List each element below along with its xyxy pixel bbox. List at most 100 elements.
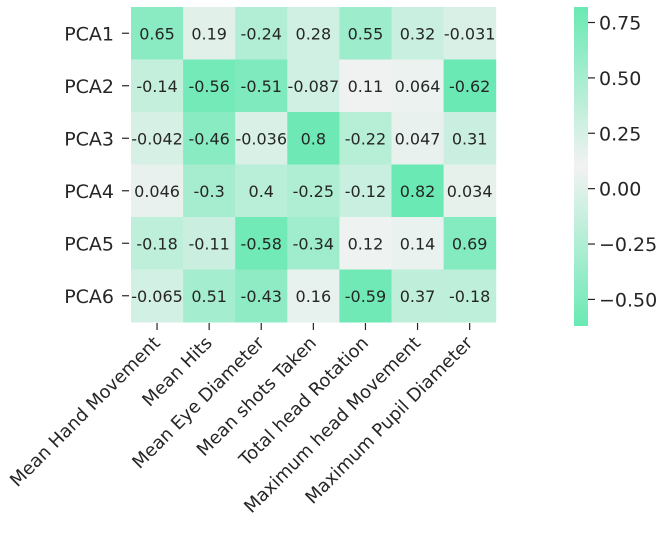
cell-value-label: -0.62 <box>449 77 490 96</box>
colorbar-tick-label: 0.00 <box>599 179 641 201</box>
heatmap-cell <box>339 269 392 323</box>
cell-value-label: -0.065 <box>131 287 183 306</box>
heatmap-cell <box>235 7 288 60</box>
row-label: PCA2 <box>64 76 114 98</box>
heatmap-cell <box>391 164 445 218</box>
colorbar: 0.75 0.50 0.25 0.00 −0.25 −0.50 <box>574 7 657 326</box>
cell-value-label: 0.4 <box>249 182 274 201</box>
heatmap-cell <box>287 112 340 165</box>
heatmap-cell <box>183 217 236 270</box>
cell-value-label: 0.046 <box>134 182 180 201</box>
cell-value-label: -0.031 <box>444 24 496 43</box>
colorbar-tick-label: 0.75 <box>599 13 641 35</box>
heatmap-cell <box>391 7 445 60</box>
heatmap-cell <box>235 112 288 165</box>
cell-value-label: 0.19 <box>191 24 227 43</box>
cell-value-label: -0.34 <box>293 234 334 253</box>
cell-value-label: 0.064 <box>395 77 441 96</box>
cell-value-label: -0.25 <box>293 182 334 201</box>
cell-value-label: -0.59 <box>345 287 386 306</box>
cell-value-label: -0.56 <box>188 77 229 96</box>
heatmap-cell <box>443 164 497 218</box>
heatmap-cell <box>339 217 392 270</box>
heatmap-cell <box>391 59 445 113</box>
row-label: PCA5 <box>64 233 114 255</box>
row-label: PCA6 <box>64 286 114 308</box>
heatmap-cell <box>339 164 392 218</box>
cell-value-label: 0.16 <box>296 287 332 306</box>
heatmap-cell <box>339 59 392 113</box>
heatmap-cell <box>235 59 288 113</box>
cell-value-label: -0.12 <box>345 182 386 201</box>
row-label: PCA1 <box>64 23 114 45</box>
cell-value-label: -0.58 <box>241 234 282 253</box>
cell-value-label: -0.18 <box>449 287 490 306</box>
cell-value-label: -0.3 <box>194 182 225 201</box>
heatmap-cell <box>131 217 184 270</box>
heatmap-cell <box>183 112 236 165</box>
heatmap-cell <box>443 217 497 270</box>
cell-value-label: 0.31 <box>452 129 488 148</box>
heatmap-cell <box>235 217 288 270</box>
heatmap-cell <box>131 112 184 165</box>
cell-value-label: -0.087 <box>288 77 340 96</box>
cell-value-label: 0.034 <box>447 182 493 201</box>
cell-value-label: -0.51 <box>241 77 282 96</box>
heatmap-cell <box>131 59 184 113</box>
row-label: PCA4 <box>64 181 114 203</box>
heatmap-cell <box>287 7 340 60</box>
heatmap-cell <box>131 164 184 218</box>
cell-value-label: 0.55 <box>348 24 384 43</box>
cell-value-label: 0.69 <box>452 234 488 253</box>
colorbar-tick-label: 0.50 <box>599 68 641 90</box>
heatmap-cell <box>235 269 288 323</box>
cell-value-label: -0.036 <box>235 129 287 148</box>
cell-value-label: -0.11 <box>188 234 229 253</box>
heatmap-cells: 0.65 0.19 -0.24 0.28 0.55 0.32 -0.031 -0.14 -0.5… <box>131 7 497 323</box>
colorbar-gradient <box>574 7 588 326</box>
heatmap-cell <box>183 7 236 60</box>
heatmap-cell <box>339 112 392 165</box>
cell-value-label: 0.14 <box>400 234 436 253</box>
heatmap-cell <box>287 217 340 270</box>
cell-value-label: 0.51 <box>191 287 227 306</box>
cell-value-label: -0.14 <box>136 77 177 96</box>
cell-value-label: 0.8 <box>301 129 326 148</box>
colorbar-tick-label: −0.50 <box>599 289 657 311</box>
cell-value-label: 0.65 <box>139 24 175 43</box>
cell-value-label: -0.22 <box>345 129 386 148</box>
heatmap-cell <box>391 112 445 165</box>
heatmap-cell <box>131 269 184 323</box>
heatmap-cell <box>235 164 288 218</box>
cell-value-label: 0.28 <box>296 24 332 43</box>
row-label: PCA3 <box>64 128 114 150</box>
heatmap-cell <box>131 7 184 60</box>
heatmap-cell <box>183 59 236 113</box>
heatmap-cell <box>183 269 236 323</box>
heatmap-cell <box>287 59 340 113</box>
cell-value-label: 0.12 <box>348 234 384 253</box>
heatmap-cell <box>339 7 392 60</box>
cell-value-label: 0.37 <box>400 287 436 306</box>
heatmap-cell <box>443 7 497 60</box>
cell-value-label: 0.047 <box>395 129 441 148</box>
cell-value-label: -0.43 <box>241 287 282 306</box>
cell-value-label: -0.18 <box>136 234 177 253</box>
heatmap-cell <box>443 59 497 113</box>
heatmap-cell <box>391 217 445 270</box>
cell-value-label: -0.24 <box>241 24 282 43</box>
colorbar-tick-label: 0.25 <box>599 123 641 145</box>
heatmap-cell <box>443 112 497 165</box>
row-labels: PCA1 PCA2 PCA3 PCA4 PCA5 PCA6 <box>64 23 129 308</box>
heatmap-cell <box>443 269 497 323</box>
cell-value-label: 0.11 <box>348 77 384 96</box>
heatmap-cell <box>183 164 236 218</box>
cell-value-label: 0.32 <box>400 24 436 43</box>
colorbar-tick-label: −0.25 <box>599 234 657 256</box>
heatmap-cell <box>287 269 340 323</box>
heatmap-cell <box>391 269 445 323</box>
cell-value-label: 0.82 <box>400 182 436 201</box>
heatmap-cell <box>287 164 340 218</box>
